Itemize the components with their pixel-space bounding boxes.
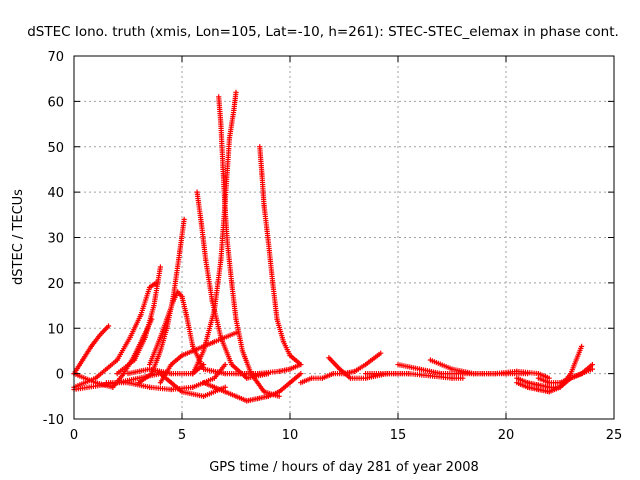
series-arc-24 (363, 371, 466, 381)
x-tick-label: 25 (606, 428, 623, 443)
series-arc-20 (427, 357, 552, 381)
axis-ticks: 0 5 10 15 20 25 -10 0 10 20 30 40 50 60 70 (43, 50, 623, 443)
series-arc-16 (233, 361, 304, 377)
data-point (149, 316, 155, 322)
data-point (181, 216, 187, 222)
y-tick-label: 20 (47, 277, 64, 292)
data-point (298, 371, 304, 377)
x-axis-label: GPS time / hours of day 281 of year 2008 (209, 460, 479, 475)
x-tick-label: 10 (282, 428, 299, 443)
data-point (546, 375, 552, 381)
data-point (589, 361, 595, 368)
x-tick-label: 0 (70, 428, 78, 443)
y-tick-label: 70 (47, 50, 64, 65)
series-arc-15 (201, 371, 304, 404)
series-arc-7 (194, 189, 271, 381)
series-arc-2 (71, 280, 159, 390)
y-tick-label: 60 (47, 95, 64, 110)
series-arc-13 (103, 361, 228, 393)
y-tick-label: 10 (47, 322, 64, 337)
chart-title: dSTEC Iono. truth (xmis, Lon=105, Lat=-1… (27, 24, 619, 40)
series-arc-23 (514, 366, 595, 390)
series-arc-10 (257, 144, 304, 368)
data-point (276, 393, 282, 399)
data-point (222, 361, 228, 368)
data-series (71, 89, 595, 404)
data-point (233, 89, 239, 95)
series-arc-21 (514, 343, 585, 395)
data-point (460, 375, 466, 381)
y-tick-label: 50 (47, 141, 64, 156)
y-tick-label: 30 (47, 232, 64, 247)
y-axis-label: dSTEC / TECUs (11, 189, 26, 285)
series-arc-17 (298, 350, 384, 386)
y-tick-label: 0 (56, 368, 64, 383)
series-arc-18 (326, 355, 412, 381)
data-point (579, 343, 585, 349)
x-tick-label: 15 (390, 428, 407, 443)
series-arc-14 (125, 361, 207, 377)
data-point (589, 366, 595, 372)
y-tick-label: 40 (47, 186, 64, 201)
data-point (222, 384, 228, 390)
series-arc-11 (71, 371, 228, 399)
x-tick-label: 20 (498, 428, 515, 443)
data-point (105, 323, 112, 329)
y-tick-label: -10 (43, 413, 64, 428)
x-tick-label: 5 (178, 428, 186, 443)
data-point (298, 361, 304, 368)
series-arc-9 (190, 89, 239, 377)
data-point (378, 350, 384, 356)
data-point (201, 361, 207, 368)
data-point (233, 330, 239, 336)
data-point (157, 264, 163, 270)
